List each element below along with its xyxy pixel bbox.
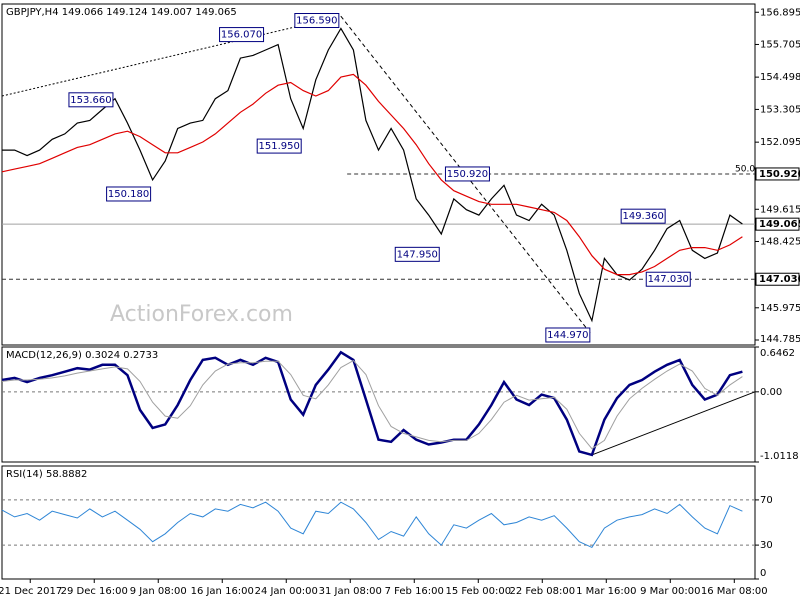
price-label: 151.950 [259,141,300,152]
price-label-box [545,327,591,343]
x-tick-label: 21 Dec 2017 [0,586,62,597]
y-tick-label: 153.305 [760,104,800,115]
x-tick-label: 22 Feb 08:00 [509,586,575,597]
panel-title: RSI(14) 58.8882 [6,469,87,480]
panel-frame [1,465,756,580]
level-tag-label: 150.920 [759,169,800,180]
price-label-box [68,92,114,108]
y-tick-label: 154.498 [760,72,800,83]
y-tick-label: 0.6462 [760,348,795,359]
price-label: 147.950 [397,249,438,260]
x-tick-label: 9 Mar 00:00 [640,586,700,597]
series-line [1,350,743,457]
level-tag-label: 149.065 [759,219,800,230]
level-tag [755,272,800,286]
price-label: 156.070 [221,30,262,41]
series-line [1,501,743,549]
price-label: 149.360 [622,211,663,222]
price-label: 156.590 [296,16,337,27]
watermark: ActionForex.com [110,302,293,327]
y-tick-label: 149.615 [760,204,800,215]
price-label-box [645,271,691,287]
price-label: 147.030 [648,274,689,285]
series-line [2,27,743,323]
y-tick-label: 0.00 [760,387,782,398]
x-tick-label: 15 Feb 00:00 [445,586,511,597]
level-tag-label: 147.030 [759,274,800,285]
price-label-box [394,246,440,262]
level-tag [755,217,800,231]
x-tick-label: 7 Feb 16:00 [385,586,444,597]
price-label: 144.970 [547,330,588,341]
x-tick-label: 31 Jan 08:00 [319,586,382,597]
x-tick-label: 16 Mar 08:00 [701,586,768,597]
y-tick-label: 70 [760,495,773,506]
trendline [340,15,593,336]
panel-title: MACD(12,26,9) 0.3024 0.2733 [6,350,158,361]
price-label-box [444,166,490,182]
fib-label: 50.0 [735,164,755,174]
y-tick-label: -1.0118 [760,451,799,462]
series-line [1,359,743,450]
y-tick-label: 152.095 [760,137,800,148]
y-tick-label: 0 [760,568,766,579]
price-label-box [106,186,152,202]
x-tick-label: 1 Mar 16:00 [576,586,636,597]
price-label-box [219,27,265,43]
trendline [591,391,756,456]
price-label-box [294,13,340,29]
y-tick-label: 145.975 [760,303,800,314]
x-tick-label: 9 Jan 08:00 [130,586,187,597]
panel-frame [1,346,756,463]
panel-frame [1,3,756,346]
panel-title: GBPJPY,H4 149.066 149.124 149.007 149.06… [6,7,237,18]
price-label: 150.920 [447,169,488,180]
x-tick-label: 16 Jan 16:00 [191,586,254,597]
y-tick-label: 144.785 [760,334,800,345]
series-line [1,73,743,276]
x-tick-label: 29 Dec 16:00 [61,586,128,597]
price-label-box [256,138,302,154]
y-tick-label: 148.425 [760,236,800,247]
price-label: 153.660 [70,95,111,106]
level-tag [755,167,800,181]
price-label: 150.180 [108,189,149,200]
x-tick-label: 24 Jan 00:00 [255,586,318,597]
y-tick-label: 155.705 [760,39,800,50]
y-tick-label: 156.895 [760,7,800,18]
price-label-box [620,208,666,224]
y-tick-label: 30 [760,540,773,551]
